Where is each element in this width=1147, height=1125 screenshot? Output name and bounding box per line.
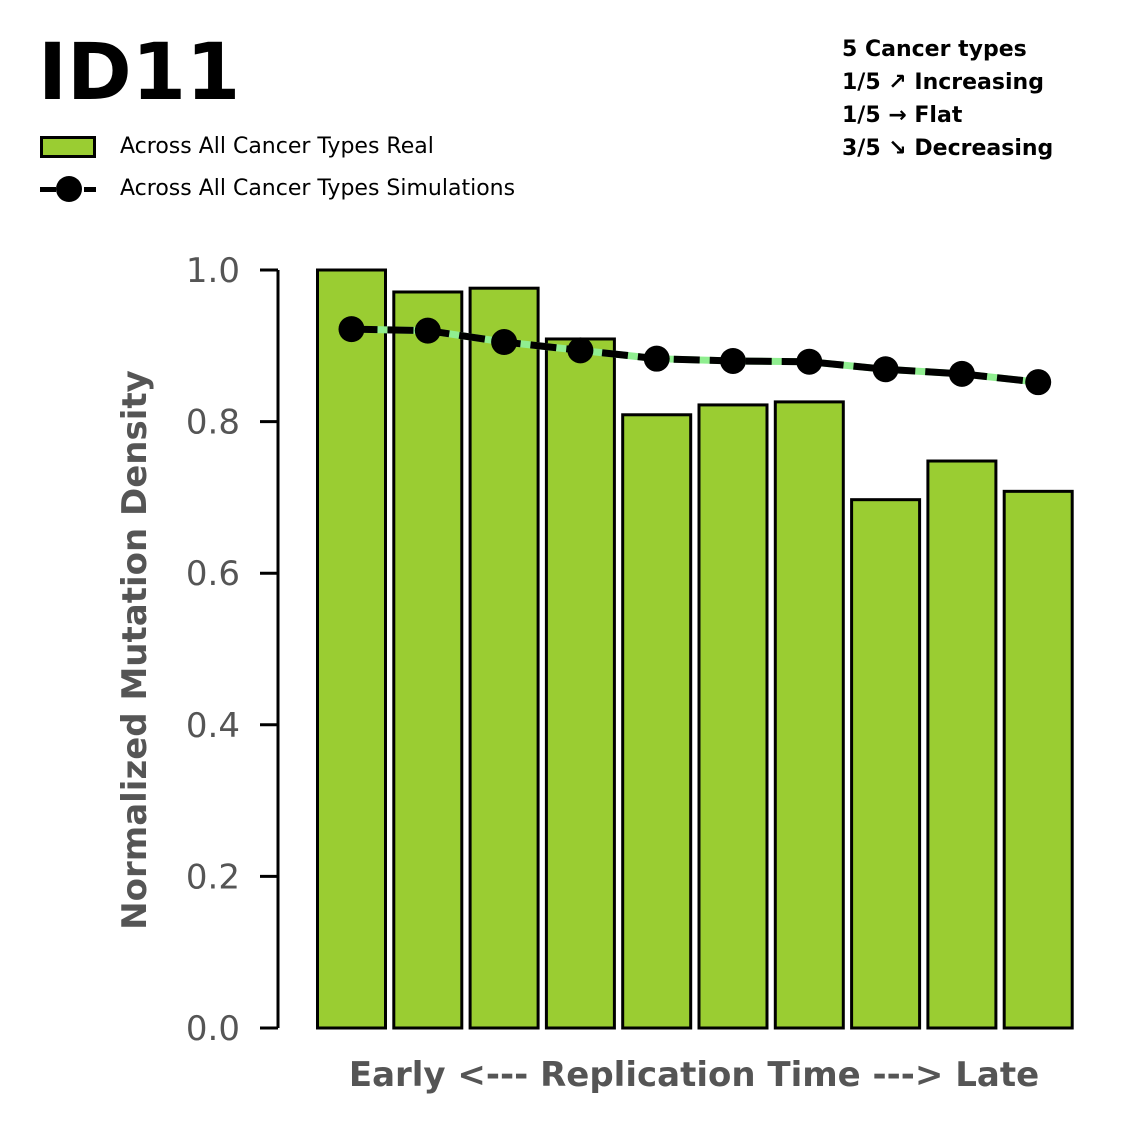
sim-point <box>491 329 518 356</box>
sim-point <box>872 356 899 383</box>
stat-line: 5 Cancer types <box>842 37 1027 62</box>
bar <box>544 337 616 1030</box>
legend-label-real: Across All Cancer Types Real <box>120 134 434 159</box>
trend-summary: 5 Cancer types 1/5 ↗ Increasing 1/5 → Fl… <box>842 33 1053 165</box>
bar <box>926 459 998 1030</box>
legend-item-sim: Across All Cancer Types Simulations <box>40 175 516 202</box>
stat-line: 1/5 ↗ Increasing <box>842 70 1044 95</box>
x-axis-label: Early <--- Replication Time ---> Late <box>349 1055 1039 1095</box>
y-tick-label: 1.0 <box>186 251 240 291</box>
bar <box>621 413 693 1030</box>
sim-lines <box>338 316 1052 396</box>
y-tick-label: 0.0 <box>186 1009 240 1049</box>
stat-line: 1/5 → Flat <box>842 103 963 128</box>
bar <box>850 498 922 1030</box>
y-tick-label: 0.6 <box>186 554 240 594</box>
legend-swatch-line <box>40 175 96 202</box>
sim-point <box>796 348 823 375</box>
bars <box>316 268 1074 1030</box>
y-axis-label: Normalized Mutation Density <box>115 370 155 930</box>
sim-point <box>948 360 975 387</box>
sim-point <box>414 317 441 344</box>
bar <box>392 290 464 1030</box>
y-tick-label: 0.8 <box>186 403 240 443</box>
legend-item-real: Across All Cancer Types Real <box>40 134 434 159</box>
legend-label-sim: Across All Cancer Types Simulations <box>120 176 516 201</box>
bar <box>697 403 769 1030</box>
chart-title: ID11 <box>38 28 241 118</box>
y-tick-label: 0.2 <box>186 857 240 897</box>
sim-line <box>351 325 1039 386</box>
bar <box>773 400 845 1030</box>
sim-point <box>643 345 670 372</box>
bar <box>1002 489 1074 1030</box>
y-axis: 0.0 0.2 0.4 0.6 0.8 1.0 <box>186 251 280 1049</box>
bar <box>316 268 387 1030</box>
sim-point <box>567 337 594 364</box>
y-tick-label: 0.4 <box>186 706 240 746</box>
stat-line: 3/5 ↘ Decreasing <box>842 136 1054 161</box>
sim-point <box>720 347 746 374</box>
legend-swatch-bar <box>40 135 96 158</box>
sim-point <box>1025 369 1052 396</box>
bar <box>468 286 540 1030</box>
sim-point <box>338 316 365 343</box>
